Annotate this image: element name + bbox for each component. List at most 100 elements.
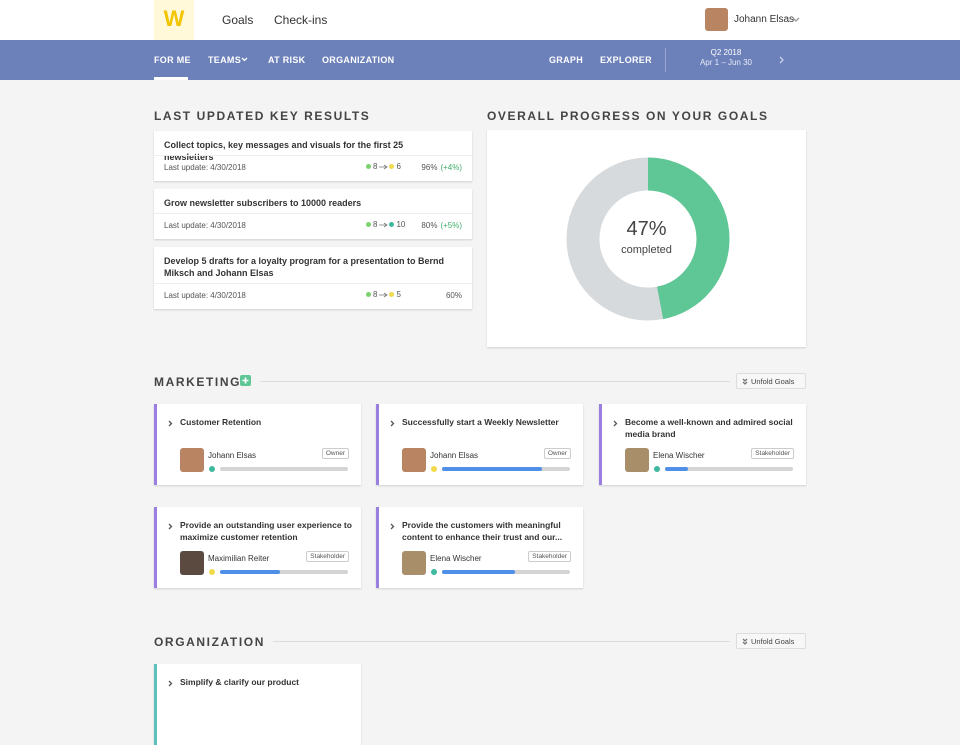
updated: Last update: 4/30/2018	[164, 221, 246, 230]
owner-name: Johann Elsas	[208, 451, 257, 460]
donut-label: 47%	[626, 218, 667, 240]
chevron	[742, 381, 748, 385]
goal-title: Simplify & clarify our product	[180, 677, 300, 687]
role-tag: Owner	[543, 448, 571, 459]
percent-value: 96%	[421, 163, 438, 172]
status-dot	[366, 222, 371, 227]
avatar	[180, 551, 204, 575]
avatar	[625, 448, 649, 472]
arrow	[379, 222, 389, 227]
progress-fill	[220, 570, 281, 574]
unfold-icon	[742, 378, 748, 385]
section-rule	[260, 381, 730, 382]
key-result-card[interactable]: Collect topics, key messages and visuals…	[154, 131, 472, 181]
add-goal[interactable]	[240, 375, 251, 386]
unfold-label: Unfold Goals	[751, 637, 795, 646]
percent-change: (+4%)	[440, 163, 462, 172]
section-rule	[273, 641, 730, 642]
key-result-card[interactable]: Develop 5 drafts for a loyalty program f…	[154, 247, 472, 309]
donut	[566, 157, 730, 321]
nav-link[interactable]: Check-ins	[274, 13, 328, 27]
expand	[613, 420, 618, 427]
expand	[390, 420, 395, 427]
sub-tab[interactable]: FOR ME	[154, 55, 191, 65]
donut-value	[566, 157, 730, 321]
goal-title: Provide an outstanding user experience t…	[180, 520, 352, 542]
chevron	[241, 57, 248, 62]
goal-card[interactable]: Successfully start a Weekly Newsletter Jo…	[376, 404, 583, 485]
owner-name: Elena Wischer	[653, 451, 705, 460]
to-score: 5	[396, 290, 401, 299]
progress-track	[220, 467, 348, 471]
percent-value: 60%	[445, 291, 462, 300]
chevron	[168, 523, 173, 530]
add-plus	[242, 377, 249, 384]
unfold-button[interactable]: Unfold Goals	[736, 633, 806, 649]
role-tag: Stakeholder	[306, 551, 349, 562]
quarter[interactable]: Q2 2018	[710, 48, 742, 57]
role-tag: Owner	[321, 448, 349, 459]
sub-tab[interactable]: GRAPH	[549, 55, 584, 65]
progress-fill	[442, 570, 515, 574]
logo-box	[154, 0, 194, 40]
teams-caret	[241, 57, 248, 62]
goal-card[interactable]: Provide the customers with meaningful co…	[376, 507, 583, 588]
unfold-button[interactable]: Unfold Goals	[736, 373, 806, 389]
expand	[390, 523, 395, 530]
to-score: 6	[396, 162, 401, 171]
sub-tab[interactable]: EXPLORER	[600, 55, 652, 65]
goal-card[interactable]: Customer Retention Johann Elsas Owner	[154, 404, 361, 485]
sub-tab[interactable]: ORGANIZATION	[322, 55, 395, 65]
unfold-label: Unfold Goals	[751, 377, 795, 386]
sub-tab[interactable]: AT RISK	[268, 55, 306, 65]
sub-tab[interactable]: TEAMS	[208, 55, 241, 65]
percent: 80% (+5%)	[421, 221, 462, 230]
expand	[168, 523, 173, 530]
status-dot	[431, 569, 437, 575]
from-score: 8	[373, 162, 378, 171]
section-title: ORGANIZATION	[154, 635, 265, 649]
arrow	[379, 292, 389, 297]
goal-card[interactable]: Become a well-known and admired social m…	[599, 404, 806, 485]
user-name[interactable]: Johann Elsas	[734, 14, 795, 25]
quarter-range: Apr 1 – Jun 30	[699, 58, 753, 67]
nav-link[interactable]: Goals	[222, 13, 254, 27]
active-tab-underline	[154, 77, 188, 80]
footer-rule	[154, 155, 472, 156]
chevron	[742, 378, 748, 382]
key-result-card[interactable]: Grow newsletter subscribers to 10000 rea…	[154, 189, 472, 239]
progress-panel: 47% completed	[487, 130, 806, 347]
from-score: 8	[373, 290, 378, 299]
sub-bar	[0, 40, 960, 80]
from-score: 8	[373, 220, 378, 229]
arrow-path	[379, 222, 389, 227]
goal-card[interactable]: Provide an outstanding user experience t…	[154, 507, 361, 588]
progress-track	[442, 570, 570, 574]
status-dot	[389, 292, 395, 297]
avatar	[180, 448, 204, 472]
key-result-title: Develop 5 drafts for a loyalty program f…	[164, 256, 445, 278]
chevron	[742, 641, 748, 645]
avatar	[402, 551, 426, 575]
chevron	[792, 17, 800, 22]
goal-title: Become a well-known and admired social m…	[625, 417, 793, 439]
expand	[168, 420, 173, 427]
status-dot	[654, 466, 660, 472]
key-result-title: Collect topics, key messages and visuals…	[164, 140, 404, 162]
avatar	[402, 448, 426, 472]
unfold-icon	[742, 638, 748, 645]
owner-name: Maximilian Reiter	[208, 554, 270, 563]
role-tag: Stakeholder	[528, 551, 571, 562]
percent: 96% (+4%)	[421, 163, 462, 172]
status-dot	[389, 222, 395, 227]
to-score: 10	[396, 220, 406, 229]
arrow-path	[379, 164, 389, 169]
chevron	[390, 420, 395, 427]
status-dot	[209, 569, 215, 575]
status-dot	[389, 164, 395, 169]
goal-card[interactable]: Simplify & clarify our product	[154, 664, 361, 745]
logo: W	[163, 6, 185, 31]
updated: Last update: 4/30/2018	[164, 291, 246, 300]
